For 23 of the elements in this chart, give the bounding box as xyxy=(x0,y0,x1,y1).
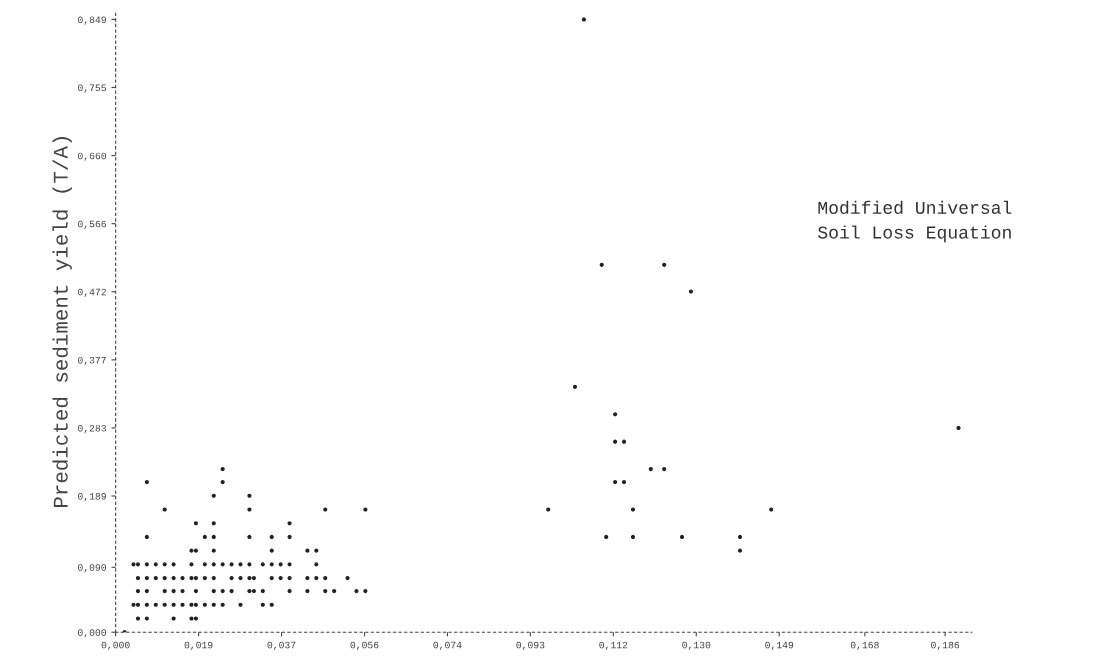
x-tick-label: 0,019 xyxy=(184,641,213,650)
y-tick-label: 0,849 xyxy=(78,16,106,25)
y-axis-title: Predicted sediment yield (T/A) xyxy=(52,137,72,508)
y-tick-label: 0,189 xyxy=(78,493,106,502)
y-tick-label: 0,755 xyxy=(78,84,106,93)
x-tick-label: 0,093 xyxy=(516,641,545,650)
y-tick-label: 0,283 xyxy=(78,424,106,434)
x-tick-label: 0,186 xyxy=(931,641,960,650)
x-tick-label: 0,149 xyxy=(765,641,794,650)
x-tick-label: 0,112 xyxy=(599,641,628,650)
y-tick-label: 0,090 xyxy=(78,564,107,573)
y-tick-label: 0,566 xyxy=(78,220,106,229)
y-tick-label: 0,472 xyxy=(78,288,106,297)
x-tick-label: 0,130 xyxy=(682,641,711,650)
y-tick-label: 0,660 xyxy=(78,152,107,161)
x-tick-label: 0,168 xyxy=(850,641,879,650)
x-tick-label: 0,056 xyxy=(350,641,379,650)
y-tick-label: 0,377 xyxy=(78,356,106,366)
x-tick-label: 0,074 xyxy=(433,641,462,650)
y-tick-label: 0,000 xyxy=(78,629,107,638)
x-tick-label: 0,037 xyxy=(267,641,296,650)
annotation: Modified Universal Soil Loss Equation xyxy=(818,200,1012,243)
x-tick-label: 0,000 xyxy=(101,641,130,650)
